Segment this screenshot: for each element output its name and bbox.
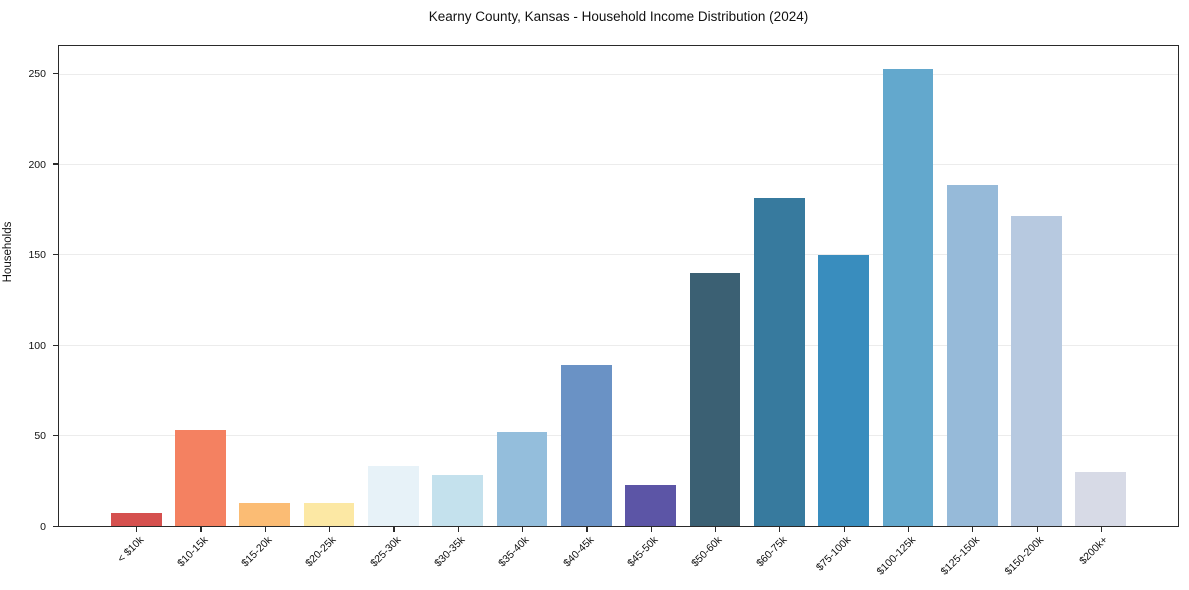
y-axis: 0 50 100 150 200 250 xyxy=(0,45,58,533)
y-tick-mark xyxy=(53,525,58,527)
gridline xyxy=(59,434,1178,436)
y-tick-mark xyxy=(53,254,58,256)
bar xyxy=(1075,471,1127,526)
bar xyxy=(368,466,419,526)
x-tick-label: $30-35k xyxy=(432,534,468,570)
gridline xyxy=(59,164,1178,166)
y-tick-label: 200 xyxy=(28,158,46,171)
bar-slot: $75-100k xyxy=(811,46,875,573)
x-tick-mark xyxy=(136,527,138,533)
x-tick-label: $45-50k xyxy=(625,534,661,570)
x-tick-mark xyxy=(457,527,459,533)
bar xyxy=(432,475,484,526)
x-tick-label: $10-15k xyxy=(174,534,211,570)
bars-container: < $10k $10-15k $15-20k $20-25k $25-30k $30-35… xyxy=(59,46,1178,578)
bar xyxy=(560,365,612,526)
x-tick-mark xyxy=(843,527,845,533)
plot-area: < $10k $10-15k $15-20k $20-25k $25-30k $30-35… xyxy=(58,45,1179,578)
y-tick-mark xyxy=(53,163,58,165)
x-tick-mark xyxy=(972,527,974,533)
gridline xyxy=(59,73,1178,75)
bar xyxy=(818,255,869,526)
x-tick-label: $75-100k xyxy=(813,534,854,574)
bar-slot: $20-25k xyxy=(297,46,361,569)
x-tick-label: $15-20k xyxy=(239,534,275,570)
y-tick-mark xyxy=(53,344,58,346)
x-tick-mark xyxy=(779,527,781,533)
bar xyxy=(625,484,677,526)
y-tick-label: 100 xyxy=(28,339,46,352)
y-tick-mark xyxy=(53,435,58,437)
bar-slot: $35-40k xyxy=(490,46,554,569)
y-tick-mark xyxy=(53,72,58,74)
x-tick-label: $200k+ xyxy=(1077,534,1111,568)
x-tick-mark xyxy=(393,527,395,533)
bar-slot: $60-75k xyxy=(747,46,811,569)
chart-title: Kearny County, Kansas - Household Income… xyxy=(428,9,809,24)
bar xyxy=(946,184,998,526)
x-tick-label: $50-60k xyxy=(689,534,725,570)
x-tick-mark xyxy=(329,527,331,533)
bar-slot: $25-30k xyxy=(361,46,425,569)
x-tick-label: < $10k xyxy=(114,534,146,565)
x-tick-label: $25-30k xyxy=(367,534,404,570)
bar xyxy=(303,502,355,526)
bar-slot: $100-125k xyxy=(874,46,940,578)
bar-slot: $30-35k xyxy=(426,46,490,569)
x-tick-mark xyxy=(907,527,910,533)
x-tick-mark xyxy=(200,527,202,533)
x-tick-label: $100-125k xyxy=(874,534,918,578)
x-tick-mark xyxy=(522,527,524,533)
bar-slot: $45-50k xyxy=(619,46,683,569)
bar-slot: $125-150k xyxy=(938,46,1004,578)
y-tick-label: 50 xyxy=(34,430,46,443)
bar-slot: $10-15k xyxy=(168,46,232,569)
x-tick-mark xyxy=(650,527,652,533)
bar xyxy=(496,432,548,526)
bar-slot: < $10k xyxy=(104,46,168,565)
x-tick-mark xyxy=(714,527,717,533)
y-tick-label: 150 xyxy=(28,249,46,262)
bar-slot: $150-200k xyxy=(1003,46,1068,578)
gridline xyxy=(59,254,1178,256)
x-tick-label: $20-25k xyxy=(303,534,339,570)
x-tick-label: $35-40k xyxy=(496,534,532,570)
x-tick-mark xyxy=(586,527,588,533)
bar xyxy=(689,273,741,526)
x-tick-label: $40-45k xyxy=(560,534,597,570)
bar xyxy=(753,197,805,526)
x-tick-label: $150-200k xyxy=(1002,534,1047,578)
y-tick-label: 0 xyxy=(40,521,46,533)
y-tick-label: 250 xyxy=(28,68,46,80)
x-tick-label: $60-75k xyxy=(753,534,790,570)
bar xyxy=(175,430,226,526)
bar xyxy=(110,513,162,526)
bar-slot: $200k+ xyxy=(1069,46,1133,567)
bar-slot: $40-45k xyxy=(554,46,618,569)
x-tick-mark xyxy=(264,527,266,533)
x-tick-label: $125-150k xyxy=(938,534,983,578)
bar xyxy=(239,502,291,526)
bar-slot: $50-60k xyxy=(683,46,747,569)
bar-slot: $15-20k xyxy=(233,46,297,569)
x-tick-mark xyxy=(1036,527,1038,533)
bar xyxy=(882,69,934,526)
gridline xyxy=(59,344,1178,346)
x-tick-mark xyxy=(1100,527,1103,533)
bar xyxy=(1011,215,1062,526)
